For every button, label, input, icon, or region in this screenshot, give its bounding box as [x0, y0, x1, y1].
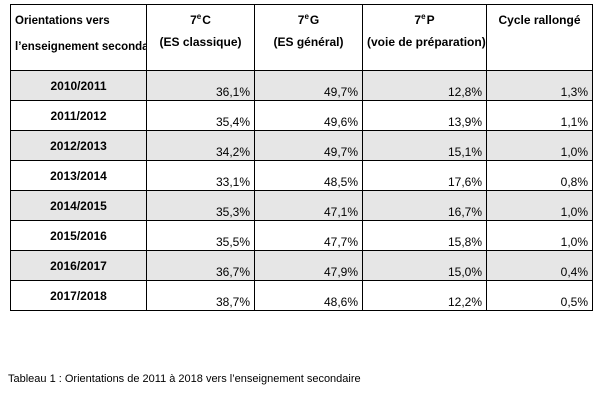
table-body: 2010/2011 36,1% 49,7% 12,8% 1,3% 2011/2012 35,…: [10, 70, 593, 311]
header-7p-sup: e: [421, 12, 426, 21]
value-7c-cell: 34,2%: [146, 130, 255, 161]
header-7c-letter: C: [202, 13, 211, 27]
value-cycle-cell: 1,1%: [486, 100, 593, 131]
value-7p-cell: 15,8%: [362, 220, 487, 251]
year-cell: 2015/2016: [10, 220, 147, 251]
value-cycle-cell: 0,4%: [486, 250, 593, 281]
value-7g-cell: 49,7%: [254, 130, 363, 161]
table-row: 2010/2011 36,1% 49,7% 12,8% 1,3%: [10, 70, 593, 101]
header-orientations-line1: Orientations vers: [15, 15, 110, 27]
value-cycle-cell: 1,0%: [486, 130, 593, 161]
value-7p-cell: 16,7%: [362, 190, 487, 221]
value-7g-cell: 49,7%: [254, 70, 363, 101]
header-cycle-rallonge: Cycle rallongé: [486, 4, 593, 71]
year-cell: 2011/2012: [10, 100, 147, 131]
value-7c-cell: 35,5%: [146, 220, 255, 251]
header-7p-subtitle: (voie de préparation): [367, 35, 486, 49]
header-7g-sup: e: [304, 12, 309, 21]
year-cell: 2016/2017: [10, 250, 147, 281]
header-7c: 7eC (ES classique): [146, 4, 255, 71]
header-7p-letter: P: [426, 13, 435, 27]
value-7g-cell: 49,6%: [254, 100, 363, 131]
value-7g-cell: 48,6%: [254, 280, 363, 311]
table-row: 2015/2016 35,5% 47,7% 15,8% 1,0%: [10, 220, 593, 251]
value-7g-cell: 47,7%: [254, 220, 363, 251]
value-7c-cell: 36,1%: [146, 70, 255, 101]
value-7g-cell: 47,1%: [254, 190, 363, 221]
table-row: 2016/2017 36,7% 47,9% 15,0% 0,4%: [10, 250, 593, 281]
year-cell: 2013/2014: [10, 160, 147, 191]
table-row: 2013/2014 33,1% 48,5% 17,6% 0,8%: [10, 160, 593, 191]
value-7g-cell: 48,5%: [254, 160, 363, 191]
value-7c-cell: 36,7%: [146, 250, 255, 281]
table-row: 2012/2013 34,2% 49,7% 15,1% 1,0%: [10, 130, 593, 161]
value-7p-cell: 12,2%: [362, 280, 487, 311]
header-7g: 7eG (ES général): [254, 4, 363, 71]
header-7c-subtitle: (ES classique): [159, 35, 242, 49]
value-cycle-cell: 1,0%: [486, 220, 593, 251]
header-7g-subtitle: (ES général): [273, 35, 344, 49]
value-7p-cell: 13,9%: [362, 100, 487, 131]
value-7p-cell: 12,8%: [362, 70, 487, 101]
table-header-row: Orientations vers l’enseignement seconda…: [10, 4, 593, 71]
value-cycle-cell: 1,3%: [486, 70, 593, 101]
header-cycle-rallonge-label: Cycle rallongé: [498, 13, 581, 27]
table-row: 2011/2012 35,4% 49,6% 13,9% 1,1%: [10, 100, 593, 131]
year-cell: 2014/2015: [10, 190, 147, 221]
value-7c-cell: 33,1%: [146, 160, 255, 191]
value-7p-cell: 17,6%: [362, 160, 487, 191]
value-cycle-cell: 0,5%: [486, 280, 593, 311]
year-cell: 2010/2011: [10, 70, 147, 101]
value-7c-cell: 35,4%: [146, 100, 255, 131]
value-cycle-cell: 0,8%: [486, 160, 593, 191]
value-7c-cell: 38,7%: [146, 280, 255, 311]
year-cell: 2017/2018: [10, 280, 147, 311]
header-7c-sup: e: [196, 12, 202, 21]
value-cycle-cell: 1,0%: [486, 190, 593, 221]
table-row: 2014/2015 35,3% 47,1% 16,7% 1,0%: [10, 190, 593, 221]
year-cell: 2012/2013: [10, 130, 147, 161]
table-row: 2017/2018 38,7% 48,6% 12,2% 0,5%: [10, 280, 593, 311]
value-7p-cell: 15,1%: [362, 130, 487, 161]
header-7c-num: 7: [190, 13, 197, 27]
value-7c-cell: 35,3%: [146, 190, 255, 221]
header-7g-letter: G: [309, 13, 320, 27]
table-caption: Tableau 1 : Orientations de 2011 à 2018 …: [8, 373, 361, 385]
header-7p-num: 7: [414, 13, 422, 27]
value-7g-cell: 47,9%: [254, 250, 363, 281]
orientations-table-container: Orientations vers l’enseignement seconda…: [10, 4, 593, 311]
header-orientations: Orientations vers l’enseignement seconda…: [10, 4, 147, 71]
value-7p-cell: 15,0%: [362, 250, 487, 281]
header-7g-num: 7: [297, 13, 305, 27]
header-orientations-line2: l’enseignement secondaire: [15, 41, 146, 53]
orientations-table: Orientations vers l’enseignement seconda…: [10, 4, 593, 311]
header-7p: 7eP (voie de préparation): [362, 4, 487, 71]
